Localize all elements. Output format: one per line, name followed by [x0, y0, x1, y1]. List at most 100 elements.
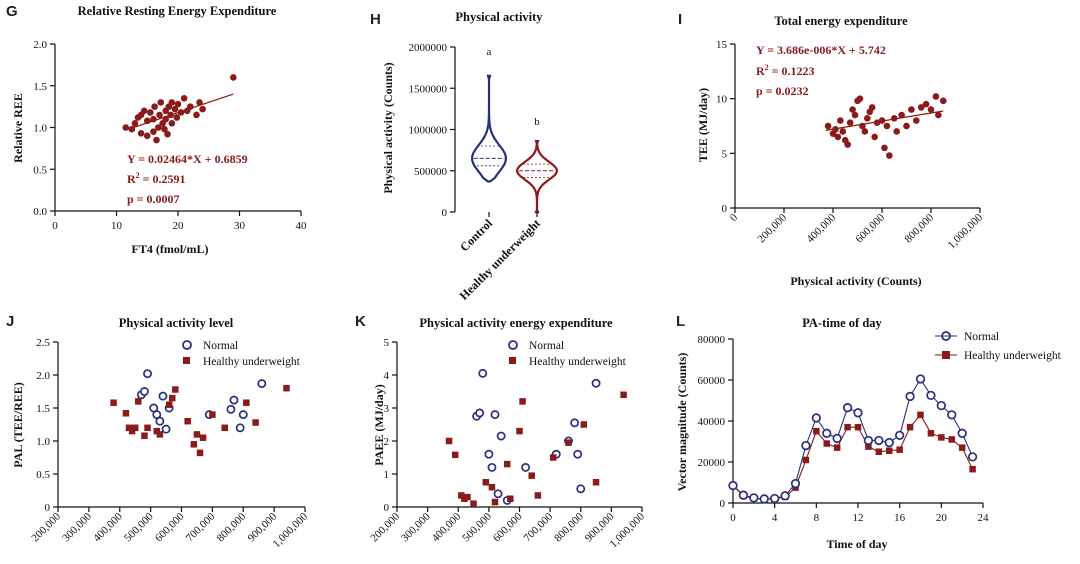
data-point-g: [157, 99, 165, 106]
data-point-normal-k: [573, 449, 583, 459]
panel-g: G Relative Resting Energy Expenditure FT…: [6, 3, 307, 256]
data-point-underweight-k: [488, 483, 496, 491]
y-tick-label-j: 2.0: [36, 370, 50, 382]
data-point-normal-l: [728, 480, 738, 491]
data-point-normal-k: [591, 378, 601, 388]
data-point-underweight-j: [153, 427, 161, 435]
data-point-i: [868, 104, 876, 111]
x-axis-label-i: Physical activity (Counts): [790, 274, 921, 288]
data-point-i: [834, 133, 842, 141]
chart-title-i: Total energy expenditure: [774, 14, 908, 28]
series-line-normal: [732, 377, 974, 500]
x-tick-label-j: 300,000: [60, 510, 94, 544]
data-point-g: [193, 111, 200, 119]
legend-label-normal-j: Normal: [203, 340, 238, 352]
data-point-underweight-l: [896, 446, 903, 453]
data-point-underweight-k: [470, 500, 477, 507]
data-point-normal-k: [478, 368, 488, 378]
data-point-g: [199, 105, 206, 113]
data-point-underweight-k: [534, 492, 542, 499]
panel-l: L PA-time of day Time of day Vector magn…: [675, 313, 1062, 551]
data-point-underweight-l: [969, 465, 976, 473]
y-tick-label-h: 0: [442, 207, 448, 219]
data-point-underweight-l: [823, 440, 830, 447]
x-tick-label-l: 8: [814, 512, 820, 524]
data-point-i: [824, 122, 832, 130]
data-point-underweight-j: [243, 399, 250, 406]
data-point-g: [171, 105, 179, 113]
x-tick-label-j: 600,000: [153, 510, 187, 544]
x-tick-label-k: 400,000: [430, 510, 464, 544]
x-tick-label-j: 700,000: [184, 510, 218, 544]
legend-label-normal-l: Normal: [964, 331, 999, 343]
data-point-normal-k: [487, 462, 497, 472]
data-point-underweight-j: [125, 424, 133, 432]
x-tick-label-g: 10: [111, 220, 123, 232]
x-tick-label-g: 0: [52, 220, 58, 232]
data-point-underweight-j: [165, 401, 173, 408]
y-tick-label-g: 0.5: [33, 164, 47, 176]
data-point-underweight-j: [122, 410, 130, 417]
data-point-normal-l: [863, 435, 874, 446]
y-tick-label-h: 2000000: [409, 42, 448, 54]
data-point-normal-l: [749, 493, 759, 503]
data-point-underweight-k: [549, 454, 557, 461]
p-value-i: p = 0.0232: [756, 84, 809, 98]
data-point-underweight-j: [283, 384, 290, 392]
data-point-underweight-l: [938, 434, 945, 441]
data-point-g: [161, 125, 168, 133]
y-tick-label-g: 2.0: [33, 39, 47, 51]
y-axis-label-k: PAEE (MJ/day): [372, 384, 386, 465]
chart-title-l: PA-time of day: [802, 316, 882, 330]
legend-marker-underweight-j: [183, 357, 190, 364]
y-axis-label-j: PAL (TEE/REE): [11, 382, 25, 467]
data-point-normal-k: [475, 408, 485, 418]
y-tick-label-j: 2.5: [36, 337, 50, 349]
data-point-normal-k: [496, 431, 506, 441]
data-point-underweight-l: [813, 428, 820, 435]
group-label-a: a: [487, 46, 492, 58]
data-point-underweight-l: [844, 423, 851, 431]
data-point-normal-j: [143, 369, 152, 379]
data-point-i: [871, 133, 878, 141]
violin-control: [471, 74, 507, 183]
y-tick-label-h: 1000000: [409, 125, 448, 137]
x-category-label-h: Control: [457, 216, 495, 254]
panel-letter-g: G: [6, 3, 18, 20]
data-point-underweight-j: [196, 449, 204, 457]
y-axis-label-g: Relative REE: [11, 93, 25, 163]
data-point-normal-k: [570, 418, 580, 428]
y-tick-label-k: 4: [384, 370, 390, 382]
data-point-i: [861, 128, 869, 135]
data-point-normal-l: [895, 430, 905, 441]
data-point-underweight-l: [927, 430, 935, 437]
y-axis-label-i: TEE (MJ/day): [696, 88, 710, 162]
panel-letter-i: I: [678, 11, 682, 28]
y-tick-label-j: 0: [45, 502, 51, 514]
data-point-underweight-k: [565, 439, 572, 446]
panel-letter-k: K: [355, 313, 366, 330]
data-point-g: [155, 124, 162, 131]
data-point-g: [164, 130, 171, 138]
data-point-underweight-l: [802, 456, 810, 464]
y-tick-label-l: 20000: [698, 457, 726, 469]
data-point-underweight-j: [209, 411, 216, 418]
data-point-underweight-l: [958, 444, 966, 451]
x-tick-label-i: 600,000: [853, 211, 887, 245]
data-point-normal-l: [822, 428, 832, 438]
y-tick-label-k: 5: [384, 337, 390, 349]
data-point-underweight-k: [620, 391, 627, 399]
data-point-i: [890, 115, 898, 122]
x-tick-label-i: 400,000: [804, 211, 838, 245]
data-point-g: [230, 74, 237, 81]
data-point-underweight-k: [491, 498, 499, 506]
data-point-i: [837, 117, 844, 124]
data-point-normal-l: [770, 493, 780, 504]
x-tick-label-l: 20: [936, 512, 948, 524]
data-point-normal-l: [967, 452, 978, 462]
x-tick-label-k: 300,000: [399, 510, 433, 544]
data-point-normal-l: [874, 435, 884, 446]
panel-h: H Physical activity Physical activity (C…: [370, 10, 558, 303]
data-point-underweight-l: [948, 436, 955, 443]
data-point-i: [932, 93, 940, 100]
